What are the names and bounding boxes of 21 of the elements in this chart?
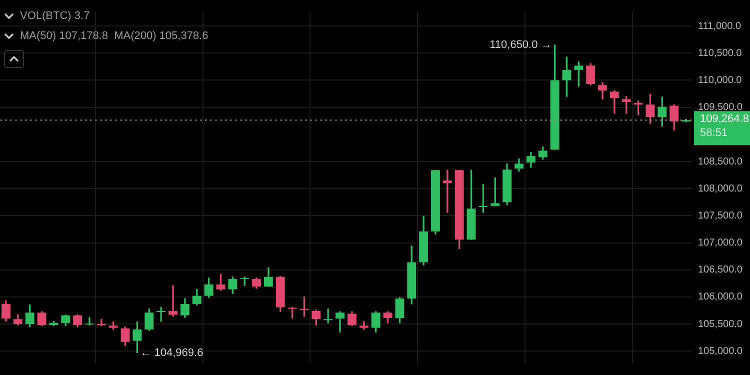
y-tick-label: 105,500.0 (698, 318, 743, 330)
y-tick-label: 110,500.0 (698, 48, 742, 59)
annotation: MA(200) 105,378.6 (114, 29, 208, 44)
candlestick (85, 317, 94, 326)
y-tick-label: 106,500.0 (698, 264, 743, 276)
ref-line-label: 109,264.8 58:51 (700, 113, 749, 140)
y-tick-label: 107,500.0 (698, 210, 743, 222)
annotation: MA(50) 107,178.8 (20, 29, 108, 44)
y-tick-label: 110,000.0 (698, 75, 742, 86)
y-tick-label: 108,000.0 (698, 183, 743, 194)
y-tick-label: 108,500.0 (698, 156, 743, 168)
y-tick-label: 107,000.0 (698, 238, 743, 248)
candlestick (168, 285, 178, 317)
y-tick-label: 109,500.0 (698, 102, 743, 114)
y-tick-label: 106,000.0 (698, 292, 743, 303)
candlestick (156, 306, 166, 322)
annotation: 110,650.0 → (490, 39, 552, 52)
annotation: VOL(BTC) 3.7 (20, 9, 90, 24)
annotation: ← 104,969.6 (140, 346, 204, 359)
y-tick-label: 111,000.0 (698, 20, 742, 32)
y-tick-label: 105,000.0 (698, 346, 743, 357)
